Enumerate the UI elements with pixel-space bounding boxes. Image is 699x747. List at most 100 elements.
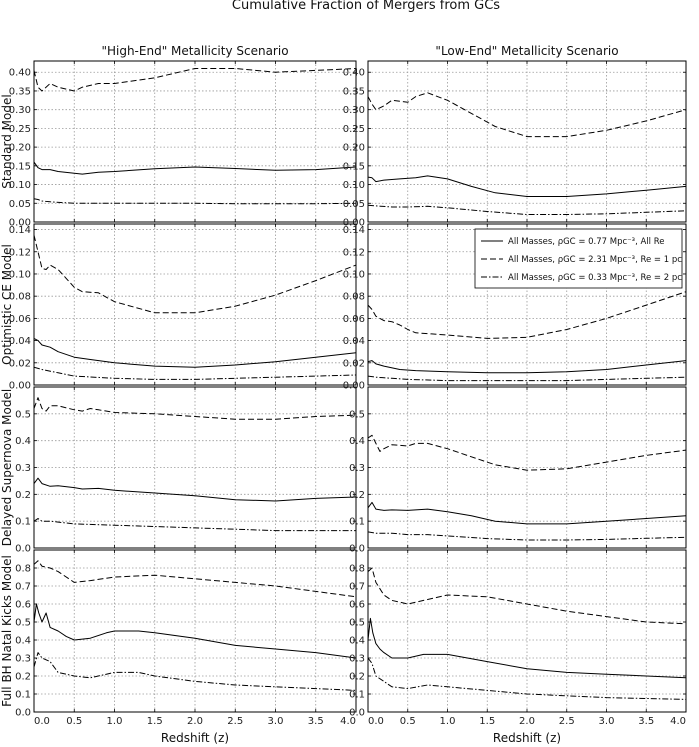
y-tick-label: 0.10 <box>343 180 365 191</box>
y-tick-label: 0.04 <box>343 336 365 347</box>
panel-1-0: 0.00 0.02 0.04 0.06 0.08 0.10 0.12 0.14 <box>9 223 357 392</box>
legend-box <box>474 228 683 289</box>
y-tick-label: 0.1 <box>349 690 365 701</box>
y-tick-label: 0.5 <box>15 409 31 420</box>
series-dashed-line <box>368 291 686 339</box>
panel-1-1: 0.00 0.02 0.04 0.06 0.08 0.10 0.12 0.14 <box>343 223 687 392</box>
legend-label: All Masses, ρGC = 0.33 Mpc⁻³, Re = 2 pc <box>508 273 682 283</box>
y-tick-label: 0.40 <box>9 68 31 79</box>
series-solid-line <box>368 360 686 374</box>
y-tick-label: 0.10 <box>343 269 365 280</box>
y-tick-label: 0.40 <box>343 68 365 79</box>
x-tick-label: 0.0 <box>368 716 384 727</box>
series-dashdot-line <box>368 204 686 215</box>
x-tick-label: 4.0 <box>340 716 356 727</box>
y-tick-label: 0.3 <box>15 654 31 665</box>
panel-0-1: 0.00 0.05 0.10 0.15 0.20 0.25 0.30 0.35 0.40 <box>343 60 687 229</box>
y-tick-label: 0.20 <box>343 143 365 154</box>
y-tick-label: 0.4 <box>349 636 365 647</box>
series-solid-line <box>34 477 356 502</box>
y-tick-label: 0.6 <box>15 600 31 611</box>
y-tick-label: 0.1 <box>15 517 31 528</box>
series-solid-line <box>34 337 356 368</box>
y-tick-label: 0.35 <box>343 86 365 97</box>
y-tick-label: 0.0 <box>15 544 31 555</box>
y-tick-label: 0.25 <box>9 124 31 135</box>
x-tick-label: 1.5 <box>147 716 163 727</box>
series-dashdot-line <box>368 657 686 700</box>
y-tick-label: 0.30 <box>9 105 31 116</box>
panel-3-0: 0.0 0.5 1.0 1.5 2.0 2.5 3.0 3.5 4.0 0.0 0.1 0.2 0.3 0… <box>15 549 357 727</box>
series-dashdot-line <box>368 375 686 382</box>
y-tick-label: 0.8 <box>15 564 31 575</box>
x-tick-label: 2.5 <box>559 716 575 727</box>
panel-frame <box>367 223 687 386</box>
series-dashdot-line <box>368 531 686 541</box>
y-tick-label: 0.04 <box>9 336 31 347</box>
y-tick-label: 0.14 <box>9 225 31 236</box>
x-tick-label: 3.5 <box>308 716 324 727</box>
x-tick-label: 2.0 <box>519 716 535 727</box>
series-solid-line <box>34 603 356 659</box>
y-tick-label: 0.3 <box>15 463 31 474</box>
series-dashed-line <box>34 397 356 420</box>
y-tick-label: 0.5 <box>349 618 365 629</box>
y-tick-label: 0.35 <box>9 86 31 97</box>
column-title-low-end: "Low-End" Metallicity Scenario <box>435 44 618 58</box>
series-dashed-line <box>368 92 686 138</box>
x-axis-label-left: Redshift (z) <box>161 731 229 745</box>
row-label-3: Full BH Natal Kicks Model <box>0 555 14 707</box>
x-tick-label: 0.5 <box>66 716 82 727</box>
y-tick-label: 0.8 <box>349 564 365 575</box>
y-tick-label: 0.7 <box>349 582 365 593</box>
x-tick-label: 1.0 <box>440 716 456 727</box>
y-tick-label: 0.14 <box>343 225 365 236</box>
x-tick-label: 0.5 <box>400 716 416 727</box>
y-tick-label: 0.05 <box>343 199 365 210</box>
x-tick-label: 3.5 <box>638 716 654 727</box>
row-label-0: Standard Model <box>0 94 14 188</box>
panel-frame <box>367 386 687 549</box>
panel-frame <box>33 549 357 713</box>
series-solid-line <box>34 161 356 175</box>
y-tick-label: 0.08 <box>9 292 31 303</box>
x-tick-label: 4.0 <box>670 716 686 727</box>
legend-label: All Masses, ρGC = 0.77 Mpc⁻³, All Re <box>508 237 664 247</box>
y-tick-label: 0.30 <box>343 105 365 116</box>
y-tick-label: 0.2 <box>15 672 31 683</box>
y-tick-label: 0.00 <box>9 381 31 392</box>
panel-2-1: 0.0 0.1 0.2 0.3 0.4 0.5 <box>349 386 687 555</box>
series-dashed-line <box>34 234 356 314</box>
y-tick-label: 0.00 <box>343 218 365 229</box>
y-tick-label: 0.4 <box>15 636 31 647</box>
y-tick-label: 0.00 <box>9 218 31 229</box>
y-tick-label: 0.5 <box>349 409 365 420</box>
panel-frame <box>33 386 357 549</box>
y-tick-label: 0.2 <box>15 490 31 501</box>
legend-label: All Masses, ρGC = 2.31 Mpc⁻³, Re = 1 pc <box>508 255 682 265</box>
y-tick-label: 0.06 <box>9 314 31 325</box>
figure-title: Cumulative Fraction of Mergers from GCs <box>232 0 500 13</box>
panel-2-0: 0.0 0.1 0.2 0.3 0.4 0.5 <box>15 386 357 555</box>
y-tick-label: 0.06 <box>343 314 365 325</box>
series-dashdot-line <box>34 198 356 205</box>
y-tick-label: 0.1 <box>349 517 365 528</box>
series-solid-line <box>368 501 686 525</box>
y-tick-label: 0.25 <box>343 124 365 135</box>
y-tick-label: 0.2 <box>349 490 365 501</box>
panel-frame <box>33 223 357 386</box>
series-dashdot-line <box>34 652 356 691</box>
y-tick-label: 0.05 <box>9 199 31 210</box>
series-dashed-line <box>368 567 686 625</box>
y-tick-label: 0.02 <box>9 358 31 369</box>
series-solid-line <box>368 175 686 197</box>
y-tick-label: 0.02 <box>343 358 365 369</box>
panel-frame <box>367 60 687 223</box>
series-dashed-line <box>368 434 686 471</box>
row-label-2: Delayed Supernova Model <box>0 389 14 546</box>
series-dashed-line <box>34 68 356 92</box>
series-dashdot-line <box>34 366 356 380</box>
y-tick-label: 0.3 <box>349 463 365 474</box>
y-tick-label: 0.00 <box>343 381 365 392</box>
